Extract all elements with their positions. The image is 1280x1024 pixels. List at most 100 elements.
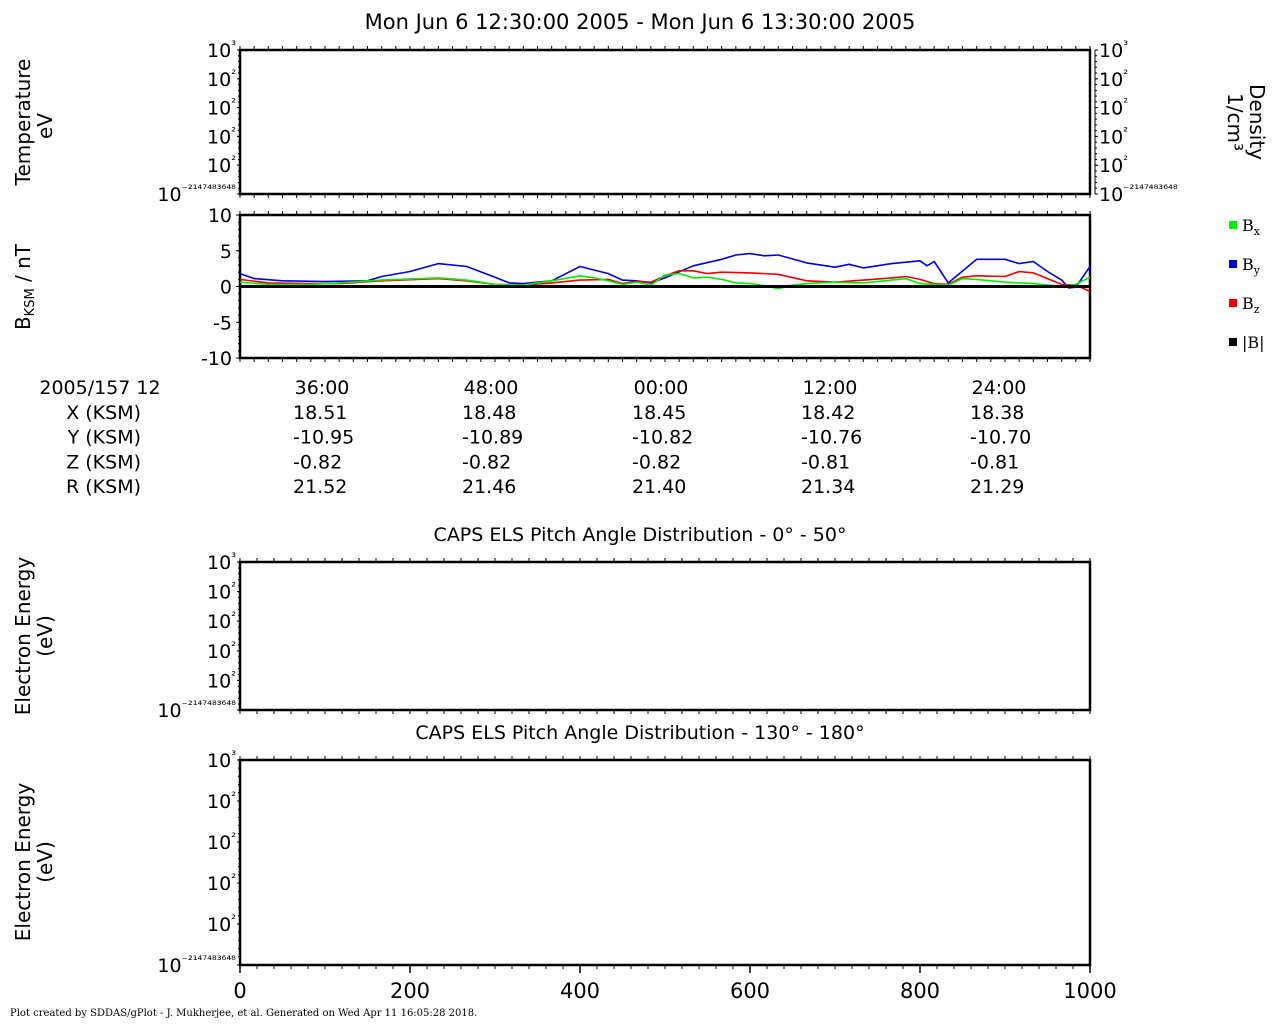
pad-ylabel: Electron Energy (11, 557, 35, 716)
pad-ylabel: Electron Energy (11, 783, 35, 942)
chart_data.3.yticks-tick-label: 10² (207, 639, 236, 663)
legend-label-absB: |B| (1242, 333, 1265, 352)
chart_data.4.yticks-tick-label: 10⁻²¹⁴⁷⁴⁸³⁶⁴⁸ (157, 953, 236, 977)
pad-panel-frame (238, 560, 1092, 712)
legend-swatch-Bx (1229, 221, 1237, 229)
chart_data.3.yticks-tick-text: 10² (207, 580, 236, 604)
legend-label-Bz: Bz (1242, 294, 1260, 316)
density-ylabel: Density (1245, 84, 1269, 160)
chart_data.0.left_yticks-tick-label: 10² (207, 124, 236, 148)
ephemeris-cell: -10.89 (462, 427, 523, 449)
ephemeris-cell: 21.40 (632, 476, 686, 498)
ephemeris-cell: 18.48 (462, 402, 516, 424)
magnetic-ytick-label: 5 (220, 241, 232, 263)
chart_data.4.yticks-tick-text: 10² (207, 789, 236, 813)
series-line-Bx (239, 272, 1091, 290)
ephemeris-cell: 21.34 (801, 476, 855, 498)
chart_data.0.left_yticks-tick-text: 10² (207, 124, 236, 148)
chart_data.0.left_yticks-tick-label: 10⁻²¹⁴⁷⁴⁸³⁶⁴⁸ (157, 182, 236, 206)
ephemeris-cell: -0.82 (462, 451, 511, 473)
chart_data.0.left_yticks-tick-text: 10⁻²¹⁴⁷⁴⁸³⁶⁴⁸ (157, 182, 236, 206)
ephemeris-header-date: 2005/157 12 (39, 377, 160, 399)
chart_data.0.left_yticks-tick-label: 10² (207, 67, 236, 91)
chart_data.3.yticks-tick-label: 10⁻²¹⁴⁷⁴⁸³⁶⁴⁸ (157, 698, 236, 722)
ephemeris-cell: 18.51 (293, 402, 347, 424)
ephemeris-cell: -10.76 (801, 427, 862, 449)
ephemeris-cell: 18.45 (632, 402, 686, 424)
magnetic-ytick-label: 10 (208, 205, 232, 227)
ephemeris-row-label: X (KSM) (66, 402, 141, 424)
temperature-ylabel: Temperature (11, 59, 35, 187)
pad-xtick-label: 400 (560, 979, 600, 1003)
chart_data.4.yticks-tick-label: 10² (207, 871, 236, 895)
ephemeris-row-label: Y (KSM) (67, 427, 141, 449)
ephemeris-header-time: 48:00 (464, 377, 519, 399)
chart_data.4.yticks-tick-label: 10² (207, 912, 236, 936)
chart_data.0.right_yticks-tick-label: 10³ (1099, 38, 1128, 62)
ephemeris-cell: -0.81 (970, 451, 1019, 473)
chart_data.4.yticks-tick-label: 10² (207, 830, 236, 854)
ephemeris-cell: -0.82 (293, 451, 342, 473)
density-unit-label: 1/cm³ (1223, 93, 1247, 151)
footer-credit: Plot created by SDDAS/gPlot - J. Mukherj… (10, 1008, 477, 1019)
ephemeris-header-time: 24:00 (972, 377, 1027, 399)
ephemeris-header-time: 00:00 (634, 377, 689, 399)
ephemeris-cell: 21.52 (293, 476, 347, 498)
chart_data.0.right_yticks-tick-label: 10² (1099, 67, 1128, 91)
legend-swatch-By (1229, 260, 1237, 268)
chart_data.0.right_yticks-tick-label: 10² (1099, 96, 1128, 120)
chart_data.0.right_yticks-tick-label: 10² (1099, 153, 1128, 177)
chart_data.3.yticks-tick-label: 10² (207, 580, 236, 604)
pad-title: CAPS ELS Pitch Angle Distribution - 130°… (415, 722, 864, 744)
legend-label-Bx: Bx (1242, 216, 1261, 238)
chart_data.0.right_yticks-tick-text: 10⁻²¹⁴⁷⁴⁸³⁶⁴⁸ (1099, 182, 1178, 206)
pad-xtick-label: 0 (233, 979, 246, 1003)
pad-xtick-label: 1000 (1063, 979, 1116, 1003)
series-line-By (239, 252, 1091, 289)
chart_data.4.yticks-tick-text: 10² (207, 912, 236, 936)
chart_data.4.yticks-tick-text: 10⁻²¹⁴⁷⁴⁸³⁶⁴⁸ (157, 953, 236, 977)
chart_data.3.yticks-tick-label: 10² (207, 668, 236, 692)
chart_data.4.yticks-tick-text: 10³ (207, 748, 236, 772)
chart_data.3.yticks-tick-text: 10³ (207, 550, 236, 574)
chart_data.3.yticks-tick-label: 10² (207, 609, 236, 633)
ephemeris-header-time: 12:00 (803, 377, 858, 399)
legend-swatch-absBabs (1229, 338, 1237, 346)
ephemeris-cell: 18.38 (970, 402, 1024, 424)
magnetic-ytick-label: -5 (213, 312, 232, 334)
chart_data.0.left_yticks-tick-text: 10³ (207, 38, 236, 62)
temperature-unit-label: eV (33, 113, 57, 139)
pad-title: CAPS ELS Pitch Angle Distribution - 0° -… (434, 524, 847, 546)
magnetic-ytick-label: 0 (220, 277, 232, 299)
chart_data.4.yticks-tick-label: 10³ (207, 748, 236, 772)
magnetic-ylabel: BKSM / nT (11, 243, 38, 330)
chart_data.0.left_yticks-tick-text: 10² (207, 153, 236, 177)
chart_data.0.right_yticks-tick-text: 10² (1099, 96, 1128, 120)
ephemeris-cell: 21.46 (462, 476, 516, 498)
pad-xtick-label: 200 (390, 979, 430, 1003)
legend-label-By: By (1242, 255, 1261, 277)
chart_data.4.yticks-tick-label: 10² (207, 789, 236, 813)
ephemeris-cell: -10.70 (970, 427, 1031, 449)
chart_data.0.right_yticks-tick-text: 10² (1099, 124, 1128, 148)
legend-swatch-Bz (1229, 299, 1237, 307)
pad-unit-label: (eV) (33, 615, 57, 657)
chart_data.0.right_yticks-tick-label: 10⁻²¹⁴⁷⁴⁸³⁶⁴⁸ (1099, 182, 1178, 206)
chart_data.4.yticks-tick-text: 10² (207, 871, 236, 895)
chart-title: Mon Jun 6 12:30:00 2005 - Mon Jun 6 13:3… (365, 10, 916, 34)
magnetic-ytick-label: -10 (201, 348, 232, 370)
ephemeris-cell: -0.81 (801, 451, 850, 473)
chart_data.0.left_yticks-tick-text: 10² (207, 67, 236, 91)
chart_data.0.right_yticks-tick-text: 10² (1099, 67, 1128, 91)
chart_data.0.right_yticks-tick-text: 10³ (1099, 38, 1128, 62)
ephemeris-row-label: Z (KSM) (66, 451, 141, 473)
chart_data.0.left_yticks-tick-label: 10³ (207, 38, 236, 62)
chart_data.0.left_yticks-tick-label: 10² (207, 153, 236, 177)
ephemeris-cell: 18.42 (801, 402, 855, 424)
chart_data.0.left_yticks-tick-text: 10² (207, 96, 236, 120)
ephemeris-cell: -10.82 (632, 427, 693, 449)
chart_data.3.yticks-tick-text: 10² (207, 609, 236, 633)
ephemeris-header-time: 36:00 (295, 377, 350, 399)
temperature-panel-frame (238, 48, 1092, 196)
